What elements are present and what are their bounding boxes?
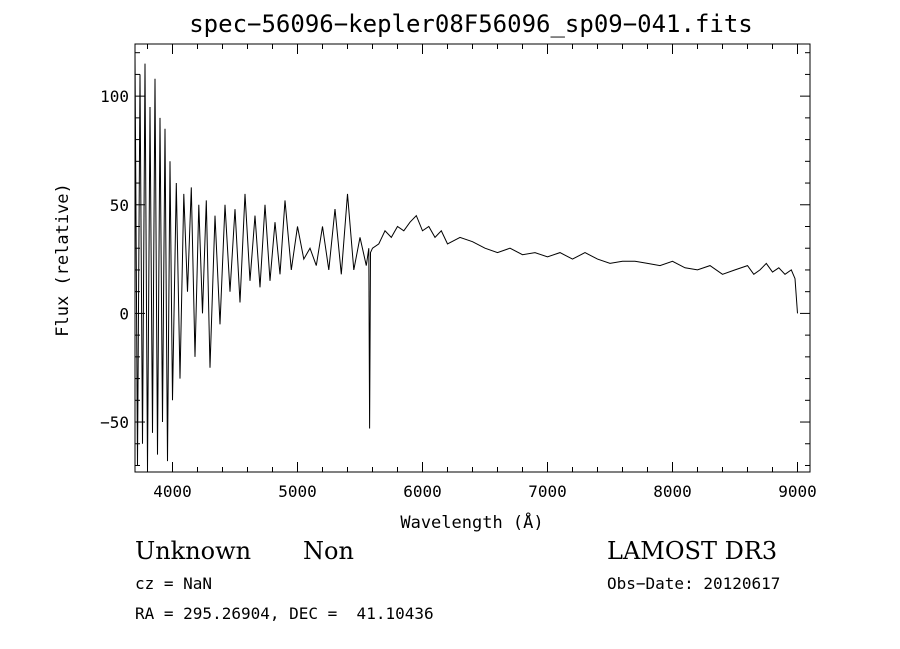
x-tick-label: 7000 xyxy=(528,482,567,501)
chart-title: spec−56096−kepler08F56096_sp09−041.fits xyxy=(189,10,753,38)
x-tick-label: 4000 xyxy=(153,482,192,501)
survey-label: LAMOST DR3 xyxy=(607,537,778,565)
x-tick-label: 6000 xyxy=(403,482,442,501)
x-axis: 4000 5000 6000 7000 8000 9000 xyxy=(147,44,817,501)
object-subclass: Non xyxy=(303,537,354,565)
y-tick-label: 0 xyxy=(119,304,129,323)
x-axis-label: Wavelength (Å) xyxy=(400,511,543,533)
redshift-cz: cz = NaN xyxy=(135,574,213,593)
ra-dec: RA = 295.26904, DEC = 41.10436 xyxy=(135,604,434,623)
x-tick-label: 5000 xyxy=(278,482,317,501)
y-tick-label: 100 xyxy=(100,87,129,106)
object-class: Unknown xyxy=(135,537,252,565)
flux-series-line xyxy=(134,52,798,470)
y-tick-label: 50 xyxy=(110,196,129,215)
y-axis-label: Flux (relative) xyxy=(53,183,73,337)
x-tick-label: 9000 xyxy=(778,482,817,501)
x-tick-label: 8000 xyxy=(653,482,692,501)
obs-date: Obs−Date: 20120617 xyxy=(607,574,781,593)
y-tick-label: −50 xyxy=(100,413,129,432)
plot-frame xyxy=(134,43,811,473)
y-axis: −50 0 50 100 xyxy=(100,52,810,466)
